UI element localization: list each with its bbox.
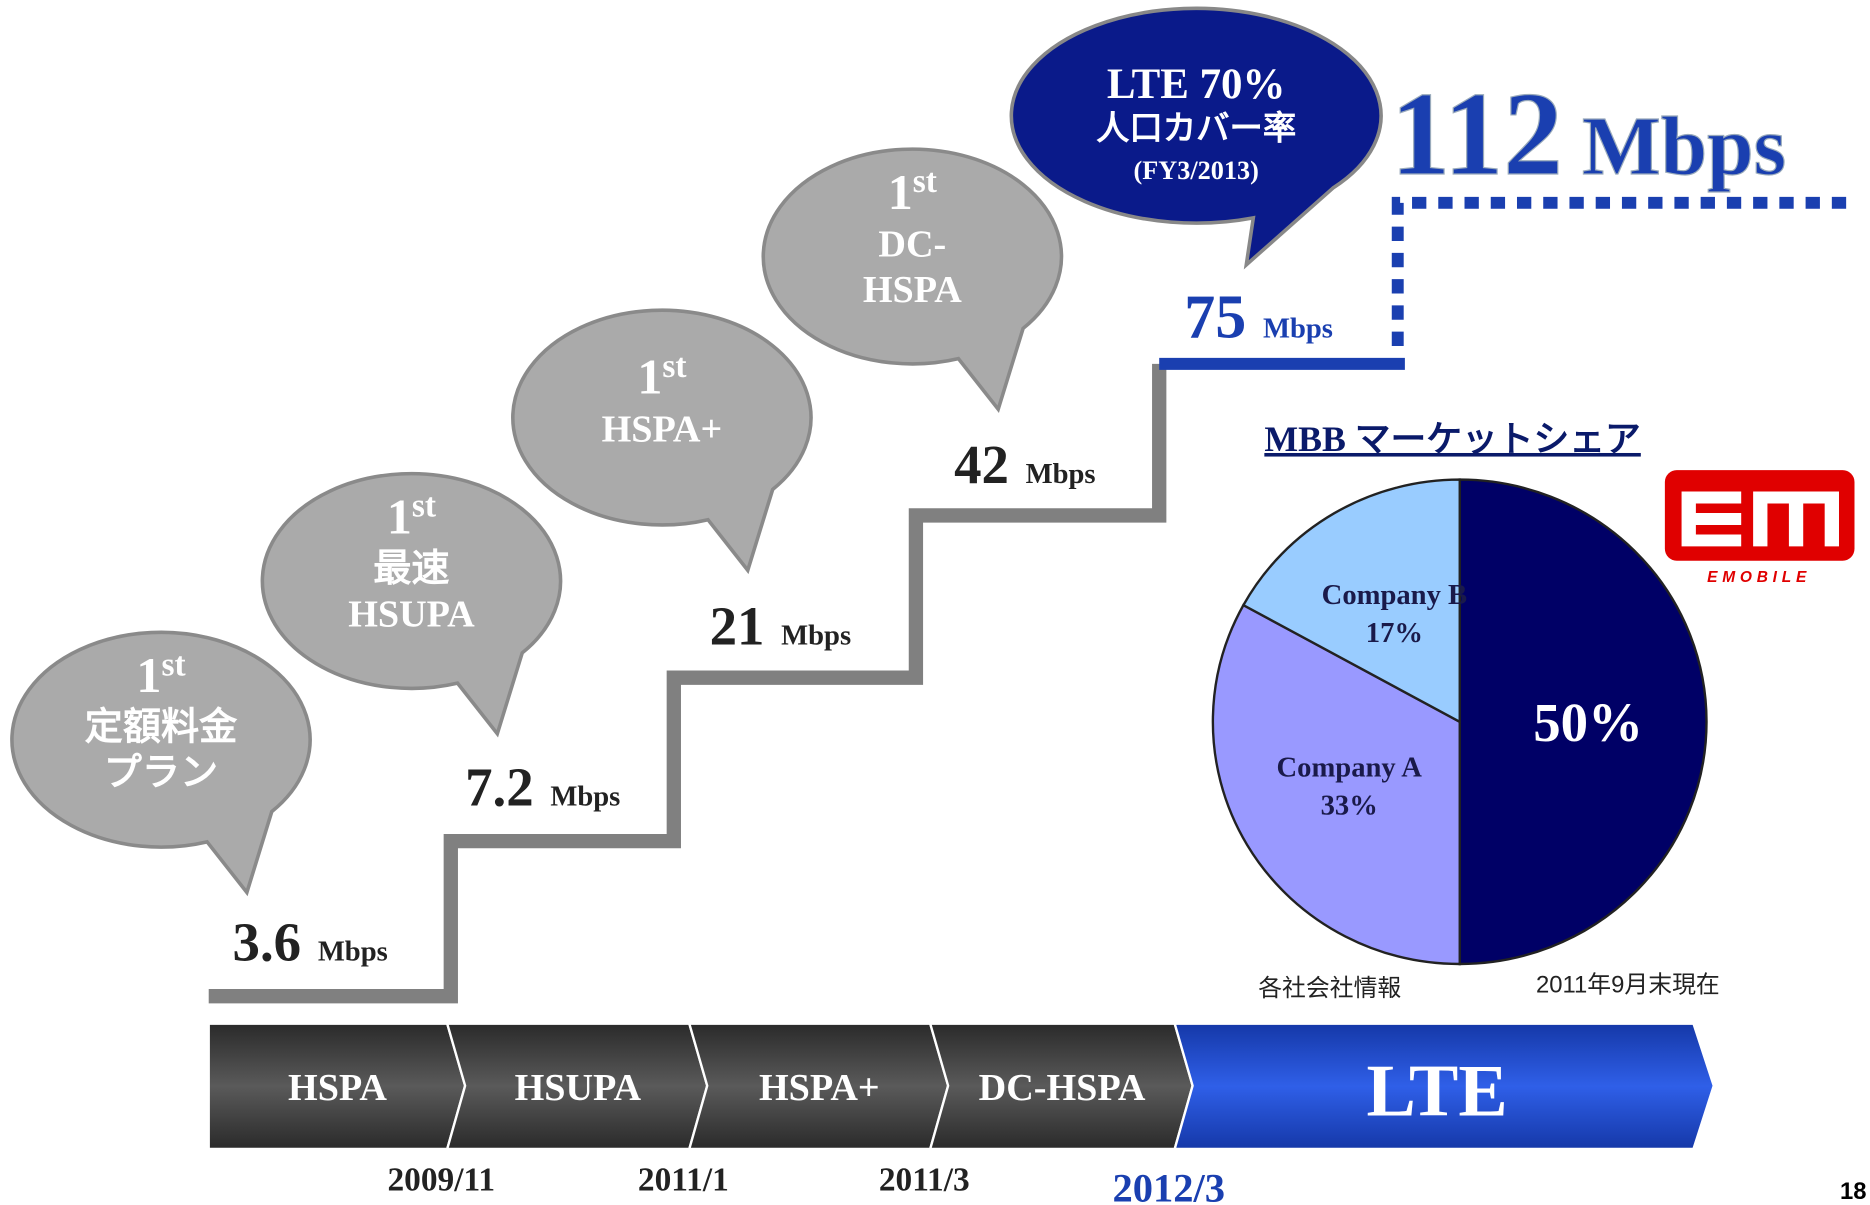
- speed: 3.6 Mbps: [233, 911, 388, 972]
- speed: 21 Mbps: [710, 595, 852, 656]
- pie-slice: [1458, 478, 1708, 966]
- rank-number: 1: [387, 488, 412, 544]
- logo-mark: [1681, 491, 1839, 547]
- chart-title: MBB マーケットシェア: [1264, 419, 1640, 459]
- timeline-label: LTE: [1367, 1050, 1508, 1132]
- timeline-label: HSPA: [288, 1067, 387, 1109]
- speed-value: 7.2: [465, 756, 534, 817]
- date-label: 2009/11: [387, 1162, 495, 1199]
- source-note: 各社会社情報: [1258, 975, 1401, 1002]
- rank-number: 1: [136, 647, 161, 703]
- timeline-label: HSUPA: [515, 1067, 642, 1109]
- bubble-line: DC-: [878, 224, 946, 266]
- pie-slice: [1241, 478, 1461, 724]
- bubble-line: 定額料金: [85, 706, 238, 749]
- speed-value: 21: [710, 595, 765, 656]
- speech-bubble: [10, 630, 312, 897]
- rank: 1st: [136, 646, 185, 703]
- pie-slice: [1211, 603, 1461, 966]
- bubble-line: HSPA: [863, 269, 962, 311]
- lte-bubble-line: (FY3/2013): [1134, 156, 1259, 185]
- rank-number: 1: [637, 349, 662, 405]
- bubble-line: HSPA+: [602, 408, 723, 450]
- slice-value-label: 33%: [1321, 790, 1378, 822]
- page-number: 18: [1840, 1178, 1867, 1205]
- speed-unit: Mbps: [1263, 313, 1333, 345]
- lte-bubble-line: 人口カバー率: [1096, 111, 1296, 148]
- speech-bubble: [1009, 6, 1383, 270]
- future-step: [1391, 196, 1847, 346]
- speed-unit: Mbps: [781, 619, 851, 651]
- bubble-line: 最速: [373, 547, 449, 590]
- slice-value-label: 17%: [1366, 617, 1423, 649]
- timeline-label: HSPA+: [759, 1067, 880, 1109]
- speed-value: 3.6: [233, 911, 302, 972]
- date-label: 2011/3: [879, 1162, 970, 1199]
- rank-suffix: st: [662, 348, 686, 385]
- date-note: 2011年9月末現在: [1536, 972, 1720, 999]
- speed: 7.2 Mbps: [465, 756, 620, 817]
- logo-text: EMOBILE: [1707, 569, 1811, 586]
- timeline-segment: [1173, 1022, 1716, 1151]
- speech-bubble: [511, 308, 813, 575]
- rank-suffix: st: [412, 488, 436, 525]
- rank-suffix: st: [913, 163, 937, 200]
- speech-bubble: [260, 471, 563, 738]
- lte-speed: 75 Mbps: [1184, 284, 1333, 352]
- rank-number: 1: [888, 164, 913, 220]
- slice-value-label: 50%: [1533, 692, 1643, 753]
- timeline-label: DC-HSPA: [979, 1067, 1146, 1109]
- bubble-line: HSUPA: [348, 593, 475, 635]
- date-label: 2012/3: [1112, 1165, 1225, 1205]
- speed-value: 75: [1184, 284, 1246, 352]
- lte-bubble-line: LTE 70%: [1107, 61, 1286, 108]
- headline-unit: Mbps: [1582, 101, 1786, 193]
- speed: 42 Mbps: [954, 434, 1096, 495]
- bubble-line: プラン: [104, 751, 218, 794]
- speech-bubble: [761, 147, 1064, 414]
- slice-label: Company B: [1322, 579, 1467, 611]
- date-label: 2011/1: [638, 1162, 729, 1199]
- rank: 1st: [637, 348, 686, 405]
- headline-number: 112: [1391, 68, 1563, 200]
- rank-suffix: st: [161, 646, 185, 683]
- slice-label: Company A: [1277, 751, 1423, 783]
- speed-unit: Mbps: [1026, 458, 1096, 490]
- headline: 112 Mbps: [1391, 68, 1786, 200]
- speed-value: 42: [954, 434, 1009, 495]
- staircase: [208, 363, 1167, 1004]
- rank: 1st: [888, 163, 937, 220]
- speed-unit: Mbps: [318, 935, 388, 967]
- rank: 1st: [387, 488, 436, 545]
- speed-unit: Mbps: [550, 780, 620, 812]
